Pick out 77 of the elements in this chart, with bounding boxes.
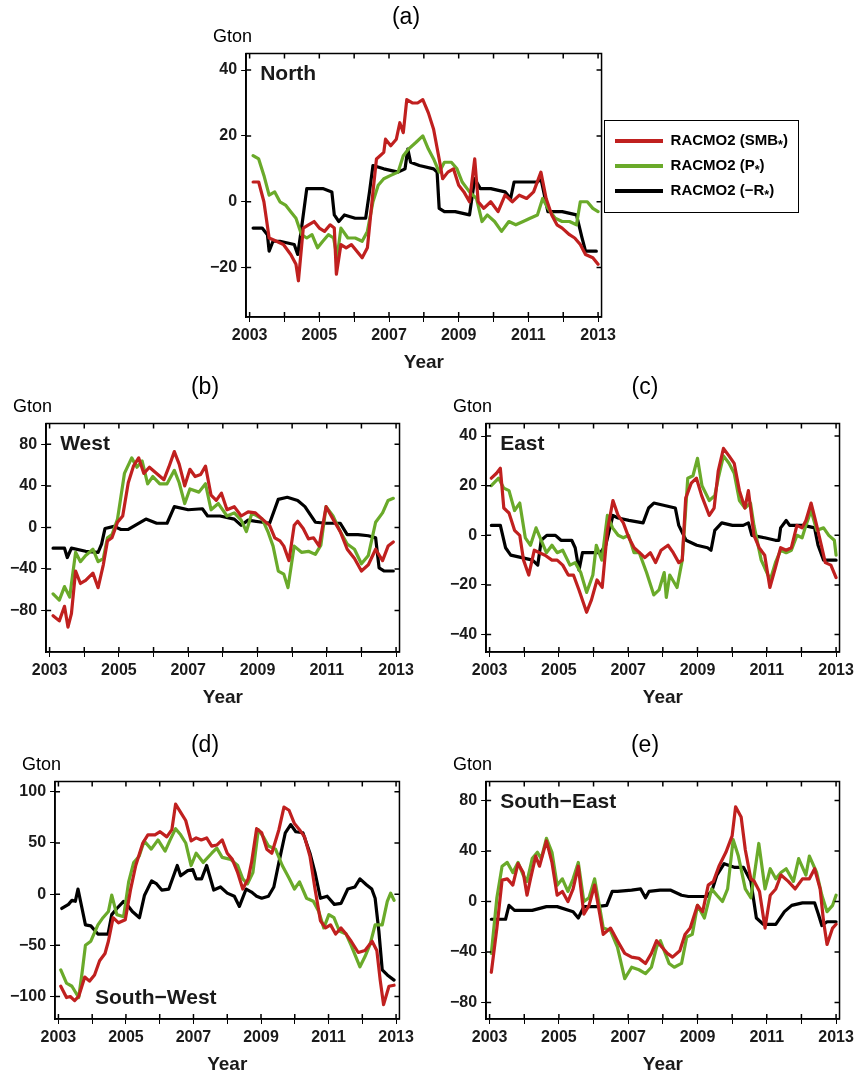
y-tick-label: −20 [450, 575, 478, 593]
x-tick-label: 2011 [511, 326, 546, 344]
chart-title: (c) [631, 373, 659, 400]
y-axis-title: Gton [453, 395, 493, 416]
x-tick-label: 2003 [471, 1028, 508, 1046]
y-tick-label: −100 [9, 986, 47, 1004]
annotation: South−West [95, 985, 217, 1009]
x-tick-label: 2003 [231, 326, 268, 344]
y-tick-label: −50 [18, 935, 47, 953]
y-axis-title: Gton [213, 25, 253, 46]
x-tick-label: 2013 [818, 1028, 854, 1046]
chart-title: (d) [190, 731, 220, 758]
x-tick-label: 2013 [378, 1028, 414, 1046]
x-tick-label: 2005 [108, 1028, 144, 1046]
chart-title: (a) [391, 3, 421, 30]
x-tick-label: 2007 [610, 1028, 647, 1046]
x-tick-label: 2009 [679, 1028, 716, 1046]
y-tick-label: −40 [10, 559, 38, 577]
x-tick-label: 2005 [541, 1028, 577, 1046]
y-tick-label: −40 [450, 942, 478, 960]
x-tick-label: 2003 [471, 661, 508, 679]
x-axis-title: Year [207, 1052, 248, 1074]
x-tick-label: 2007 [610, 661, 647, 679]
y-tick-label: 0 [228, 192, 238, 210]
y-tick-label: 40 [219, 60, 238, 78]
x-tick-label: 2007 [371, 326, 407, 344]
annotation: East [500, 430, 545, 454]
x-tick-label: 2009 [679, 661, 716, 679]
y-tick-label: 40 [459, 426, 478, 444]
x-tick-label: 2005 [101, 661, 137, 679]
x-tick-label: 2011 [309, 661, 345, 679]
x-tick-label: 2009 [243, 1028, 279, 1046]
y-tick-label: −80 [450, 992, 478, 1010]
x-tick-label: 2005 [301, 326, 338, 344]
chart-title: (b) [190, 373, 220, 400]
y-axis-title: Gton [13, 395, 53, 416]
x-tick-label: 2007 [175, 1028, 212, 1046]
x-axis-title: Year [403, 350, 445, 372]
x-tick-label: 2003 [40, 1028, 77, 1046]
y-tick-label: 50 [28, 833, 47, 851]
x-tick-label: 2013 [580, 326, 616, 344]
y-tick-label: 0 [37, 884, 47, 902]
x-axis-title: Year [202, 685, 244, 707]
x-tick-label: 2011 [749, 1028, 785, 1046]
y-tick-label: 100 [19, 782, 47, 800]
y-axis-title: Gton [453, 753, 493, 774]
x-tick-label: 2005 [541, 661, 577, 679]
x-tick-label: 2007 [170, 661, 207, 679]
y-tick-label: 0 [468, 525, 478, 543]
y-tick-label: −80 [10, 600, 38, 618]
y-axis-title: Gton [22, 753, 62, 774]
y-tick-label: 80 [19, 434, 38, 452]
legend-label: RACMO2 (−R$_{*}$) [670, 180, 775, 202]
x-tick-label: 2013 [818, 661, 854, 679]
legend-label: RACMO2 (P$_{*}$) [670, 155, 765, 177]
y-tick-label: 80 [459, 790, 478, 808]
y-tick-label: 20 [459, 476, 478, 494]
annotation: North [260, 60, 317, 84]
y-tick-label: 20 [219, 126, 238, 144]
y-tick-label: −20 [210, 258, 238, 276]
x-tick-label: 2011 [749, 661, 785, 679]
y-tick-label: 40 [19, 476, 38, 494]
y-tick-label: −40 [450, 625, 478, 643]
y-tick-label: 0 [28, 517, 38, 535]
x-tick-label: 2011 [311, 1028, 346, 1046]
x-tick-label: 2003 [31, 661, 68, 679]
chart-title: (e) [630, 731, 660, 758]
x-tick-label: 2009 [440, 326, 477, 344]
y-tick-label: 0 [468, 891, 478, 909]
x-axis-title: Year [642, 685, 684, 707]
legend-label: RACMO2 (SMB$_{*}$) [670, 130, 788, 152]
annotation: West [60, 430, 110, 454]
x-tick-label: 2013 [378, 661, 414, 679]
annotation: South−East [500, 788, 617, 812]
y-tick-label: 40 [459, 841, 478, 859]
x-axis-title: Year [642, 1052, 684, 1074]
x-tick-label: 2009 [239, 661, 276, 679]
